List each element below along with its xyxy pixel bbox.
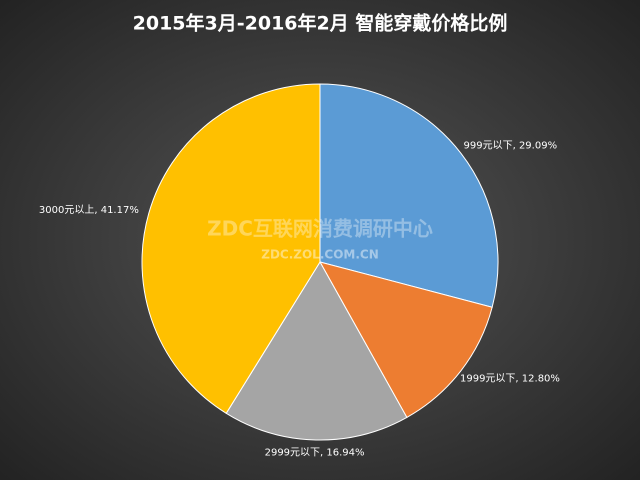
pie-slice xyxy=(141,83,321,414)
pie-slice xyxy=(319,83,499,308)
data-label: 3000元以上, 41.17% xyxy=(39,204,139,216)
pie-slice xyxy=(225,261,408,441)
pie xyxy=(141,83,499,441)
pie-slice xyxy=(318,261,493,419)
data-label: 2999元以下, 16.94% xyxy=(265,447,365,458)
chart-title: 2015年3月-2016年2月 智能穿戴价格比例 xyxy=(133,12,508,35)
data-label: 999元以下, 29.09% xyxy=(464,141,558,152)
watermark: ZDC互联网消费调研中心 xyxy=(207,217,433,241)
data-label: 1999元以下, 12.80% xyxy=(460,374,560,385)
watermark-url: ZDC.ZOL.COM.CN xyxy=(261,248,379,262)
